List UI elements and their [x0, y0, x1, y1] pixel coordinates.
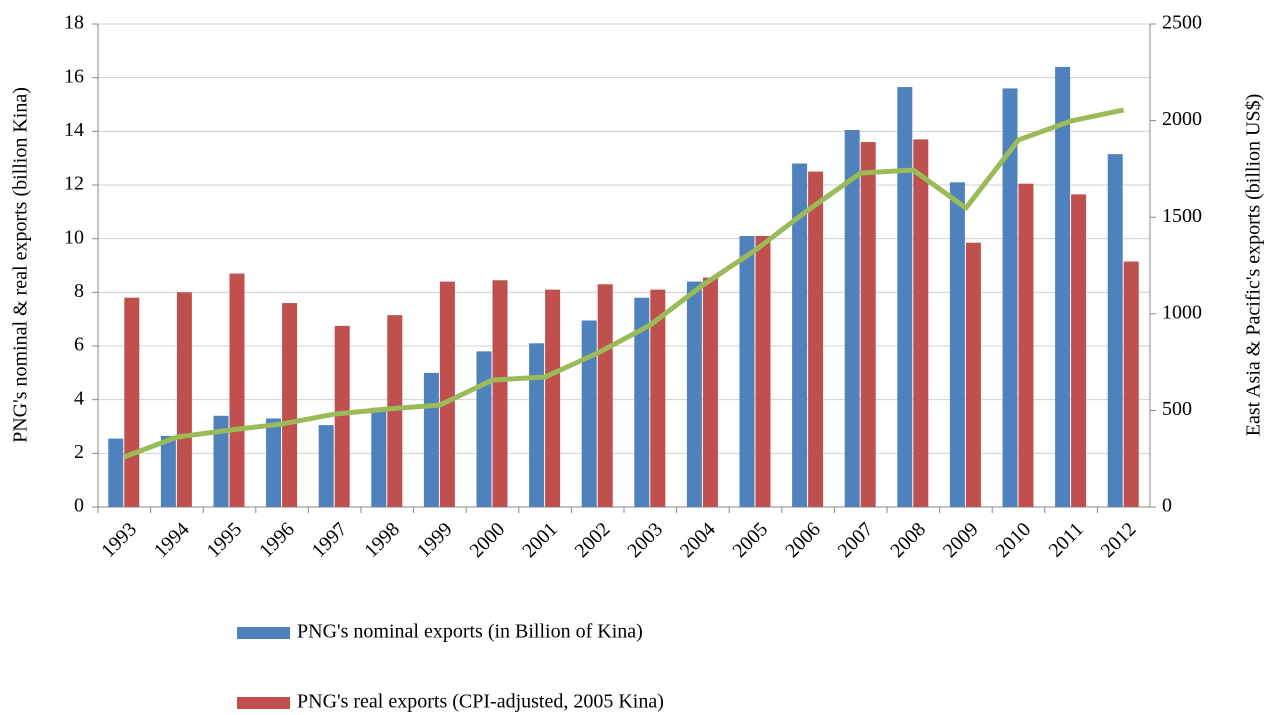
x-tick-label: 2007 — [834, 518, 878, 562]
x-tick-label: 1994 — [150, 518, 194, 562]
bar — [739, 235, 755, 507]
bar — [1107, 154, 1123, 507]
y2-tick-label: 500 — [1162, 398, 1192, 420]
y2-axis-label: East Asia & Pacific's exports (billion U… — [1243, 94, 1265, 436]
y-tick-label: 14 — [64, 119, 84, 141]
y-tick-label: 12 — [64, 173, 84, 195]
bar — [318, 425, 334, 507]
bar — [1018, 183, 1034, 508]
bar — [371, 407, 387, 507]
x-tick-label: 1993 — [97, 518, 141, 562]
bar — [439, 281, 455, 507]
y-tick-label: 6 — [74, 334, 84, 356]
bar — [897, 87, 913, 507]
x-tick-label: 1997 — [308, 518, 352, 562]
bar — [965, 242, 981, 508]
bar — [529, 343, 545, 507]
bar — [266, 418, 282, 507]
bar — [229, 273, 245, 507]
bar — [581, 320, 597, 507]
bar — [634, 297, 650, 507]
legend-swatch — [237, 627, 290, 639]
bar — [844, 129, 860, 507]
x-tick-label: 2012 — [1097, 518, 1141, 562]
x-tick-label: 2006 — [781, 518, 825, 562]
bar — [949, 182, 965, 508]
bar — [597, 284, 613, 507]
bar — [545, 289, 561, 507]
bar — [860, 142, 876, 508]
y2-tick-label: 1500 — [1162, 205, 1202, 227]
bar — [176, 292, 192, 507]
bar — [1002, 88, 1018, 508]
legend-swatch — [237, 697, 290, 709]
bar — [213, 415, 229, 507]
x-tick-label: 1999 — [413, 518, 457, 562]
bar — [492, 280, 508, 507]
bar — [1123, 261, 1139, 507]
x-tick-label: 1995 — [202, 518, 246, 562]
x-tick-label: 2002 — [571, 518, 615, 562]
bar — [702, 277, 718, 507]
x-tick-label: 2011 — [1045, 518, 1088, 561]
legend-label: PNG's nominal exports (in Billion of Kin… — [297, 621, 643, 643]
bar — [686, 281, 702, 507]
x-tick-label: 2004 — [676, 518, 720, 562]
x-tick-label: 1996 — [255, 518, 299, 562]
y-tick-label: 18 — [64, 12, 84, 34]
y-tick-label: 10 — [64, 226, 84, 248]
y2-tick-label: 1000 — [1162, 301, 1202, 323]
bar — [808, 171, 824, 508]
y-tick-label: 2 — [74, 441, 84, 463]
x-tick-label: 2000 — [465, 518, 509, 562]
y-tick-label: 8 — [74, 280, 84, 302]
bar — [476, 351, 492, 507]
bar — [755, 235, 771, 507]
bar — [282, 303, 298, 507]
y-tick-label: 0 — [74, 495, 84, 517]
bar — [1055, 66, 1071, 507]
bar — [334, 325, 350, 507]
x-tick-label: 2010 — [991, 518, 1035, 562]
x-tick-label: 2009 — [939, 518, 983, 562]
x-tick-label: 2001 — [518, 518, 562, 562]
x-tick-label: 2005 — [728, 518, 772, 562]
bar — [423, 372, 439, 507]
bar — [160, 435, 176, 507]
x-tick-label: 2003 — [623, 518, 667, 562]
bar — [913, 139, 929, 507]
bar — [650, 289, 666, 507]
bar — [108, 438, 124, 507]
bar — [124, 297, 140, 507]
bar — [792, 163, 808, 508]
y-tick-label: 4 — [74, 387, 84, 409]
y2-tick-label: 2000 — [1162, 108, 1202, 130]
x-tick-label: 1998 — [360, 518, 404, 562]
y-axis-label: PNG's nominal & real exports (billion Ki… — [10, 87, 32, 443]
x-tick-label: 2008 — [886, 518, 930, 562]
legend-label: PNG's real exports (CPI-adjusted, 2005 K… — [297, 691, 664, 713]
line — [123, 107, 1125, 460]
y-tick-label: 16 — [64, 65, 84, 87]
y2-tick-label: 2500 — [1162, 12, 1202, 34]
bar — [1071, 194, 1087, 507]
y2-tick-label: 0 — [1162, 495, 1172, 517]
bar — [387, 315, 403, 507]
